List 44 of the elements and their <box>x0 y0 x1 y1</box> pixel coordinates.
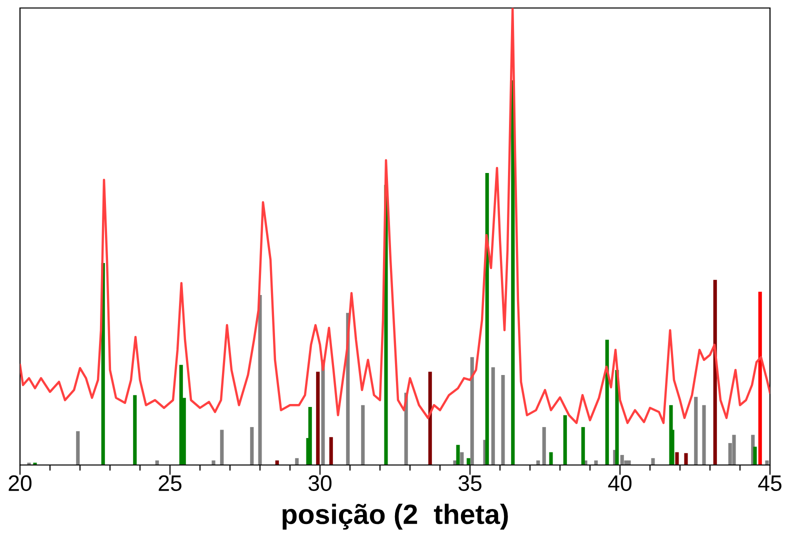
bar <box>321 360 325 465</box>
bar <box>76 431 80 465</box>
bar <box>549 452 553 465</box>
bar <box>316 372 320 465</box>
bar <box>133 395 137 465</box>
bar <box>491 367 495 465</box>
bar <box>329 437 333 465</box>
bar <box>732 434 736 465</box>
bar <box>470 357 474 465</box>
x-tick-label: 35 <box>458 475 482 492</box>
bar <box>675 452 679 465</box>
bar <box>753 446 757 465</box>
bar <box>460 452 464 465</box>
bar <box>605 340 609 465</box>
bar <box>563 415 567 465</box>
bar <box>684 453 688 465</box>
bar <box>702 405 706 465</box>
bar <box>220 430 224 465</box>
bar <box>466 458 470 465</box>
bar <box>758 292 762 465</box>
bar <box>485 172 489 465</box>
bar <box>250 427 254 465</box>
x-tick-label: 40 <box>608 475 632 492</box>
bar <box>620 454 624 465</box>
bar <box>694 396 698 465</box>
bar <box>581 427 585 465</box>
bar <box>308 406 312 465</box>
bar <box>428 372 432 465</box>
x-tick-label: 20 <box>8 475 32 492</box>
x-tick-label: 25 <box>158 475 182 492</box>
bar <box>361 405 365 465</box>
bar <box>456 444 460 465</box>
bar <box>542 427 546 465</box>
bar <box>501 374 505 465</box>
bar <box>627 460 631 465</box>
bar <box>295 458 299 465</box>
bar <box>765 460 769 465</box>
bar <box>258 294 262 465</box>
x-tick-label: 45 <box>758 476 782 492</box>
x-tick-label: 30 <box>308 475 332 492</box>
x-axis-title: posição (2 theta) <box>282 504 508 530</box>
bar <box>594 460 598 465</box>
bar <box>651 458 655 465</box>
bar <box>212 460 216 465</box>
